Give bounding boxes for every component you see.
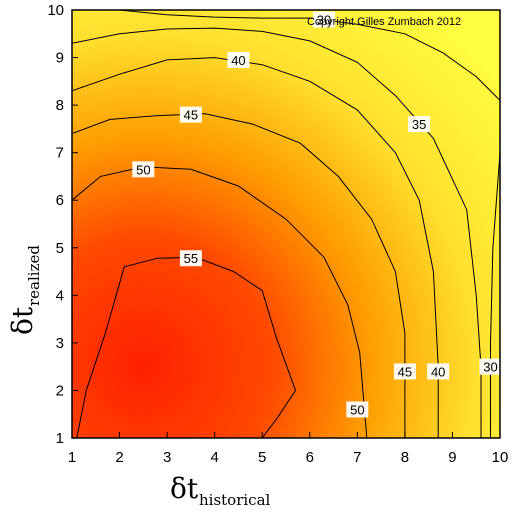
y-tick-label: 10 bbox=[47, 2, 64, 19]
contour-line-40 bbox=[72, 57, 439, 438]
contour-label-30: 30 bbox=[313, 11, 336, 28]
x-tick-label: 9 bbox=[448, 449, 456, 466]
contour-label-35: 35 bbox=[408, 116, 431, 133]
y-tick-label: 9 bbox=[56, 50, 64, 67]
contour-label-text: 50 bbox=[350, 402, 364, 417]
contour-label-bg bbox=[227, 51, 250, 68]
y-axis-subscript: realized bbox=[25, 245, 43, 306]
contour-label-text: 35 bbox=[412, 117, 426, 132]
copyright-text: Copyright Gilles Zumbach 2012 bbox=[307, 16, 461, 28]
y-axis: 1 2 3 4 5 6 7 8 9 10 bbox=[47, 2, 78, 447]
contour-label-50: 50 bbox=[346, 401, 369, 418]
contour-label-bg bbox=[408, 116, 431, 133]
contour-label-bg bbox=[179, 106, 202, 123]
x-axis: 1 2 3 4 5 6 7 8 9 10 bbox=[68, 432, 509, 466]
contour-line-45 bbox=[72, 113, 406, 438]
x-tick-label: 7 bbox=[353, 449, 361, 466]
plot-area: 55 50 45 40 35 30 50 45 40 30 bbox=[71, 9, 502, 439]
x-tick-label: 5 bbox=[258, 449, 266, 466]
y-tick-label: 3 bbox=[56, 335, 64, 352]
contour-line-30 bbox=[119, 10, 500, 101]
y-axis-title: δt realized bbox=[6, 245, 43, 335]
contour-label-bg bbox=[179, 250, 202, 267]
contour-label-45: 45 bbox=[179, 106, 202, 123]
x-tick-label: 8 bbox=[401, 449, 409, 466]
contour-label-30: 30 bbox=[479, 358, 502, 375]
y-tick-label: 1 bbox=[56, 430, 64, 447]
contour-label-bg bbox=[132, 161, 155, 178]
contour-label-text: 50 bbox=[136, 162, 150, 177]
contour-label-text: 40 bbox=[431, 364, 445, 379]
contour-line-50 bbox=[72, 166, 368, 438]
y-tick-label: 5 bbox=[56, 240, 64, 257]
contour-line-30 bbox=[490, 152, 500, 438]
contour-label-bg bbox=[427, 363, 450, 380]
x-tick-label: 1 bbox=[68, 449, 76, 466]
y-tick-label: 8 bbox=[56, 97, 64, 114]
contour-label-bg bbox=[313, 11, 336, 28]
contour-label-40: 40 bbox=[427, 363, 450, 380]
x-axis-title: δt historical bbox=[170, 472, 271, 509]
contour-label-text: 45 bbox=[184, 108, 198, 123]
y-tick-label: 4 bbox=[56, 287, 64, 304]
contour-label-bg bbox=[479, 358, 502, 375]
x-axis-subscript: historical bbox=[199, 491, 271, 509]
x-tick-label: 2 bbox=[115, 449, 123, 466]
plot-frame bbox=[71, 9, 501, 439]
x-axis-symbol: δt bbox=[170, 472, 199, 505]
contour-label-40: 40 bbox=[227, 51, 250, 68]
contour-label-50: 50 bbox=[132, 161, 155, 178]
contour-line-55 bbox=[76, 256, 297, 438]
contour-label-text: 55 bbox=[184, 251, 198, 266]
contour-lines bbox=[72, 10, 500, 438]
contour-label-text: 45 bbox=[398, 364, 412, 379]
x-tick-label: 3 bbox=[163, 449, 171, 466]
y-tick-label: 6 bbox=[56, 192, 64, 209]
contour-label-text: 30 bbox=[483, 360, 497, 375]
contour-label-text: 40 bbox=[231, 53, 245, 68]
contour-label-55: 55 bbox=[179, 250, 202, 267]
contour-label-text: 30 bbox=[317, 13, 331, 28]
y-tick-label: 2 bbox=[56, 382, 64, 399]
x-tick-label: 4 bbox=[210, 449, 218, 466]
contour-label-45: 45 bbox=[393, 363, 416, 380]
contour-line-35 bbox=[72, 27, 482, 438]
contour-label-bg bbox=[346, 401, 369, 418]
contour-label-bg bbox=[393, 363, 416, 380]
y-tick-label: 7 bbox=[56, 145, 64, 162]
y-axis-symbol: δt bbox=[6, 306, 39, 335]
contour-labels: 55 50 45 40 35 30 50 45 40 30 bbox=[132, 11, 502, 418]
x-tick-label: 6 bbox=[306, 449, 314, 466]
x-tick-label: 10 bbox=[492, 449, 509, 466]
